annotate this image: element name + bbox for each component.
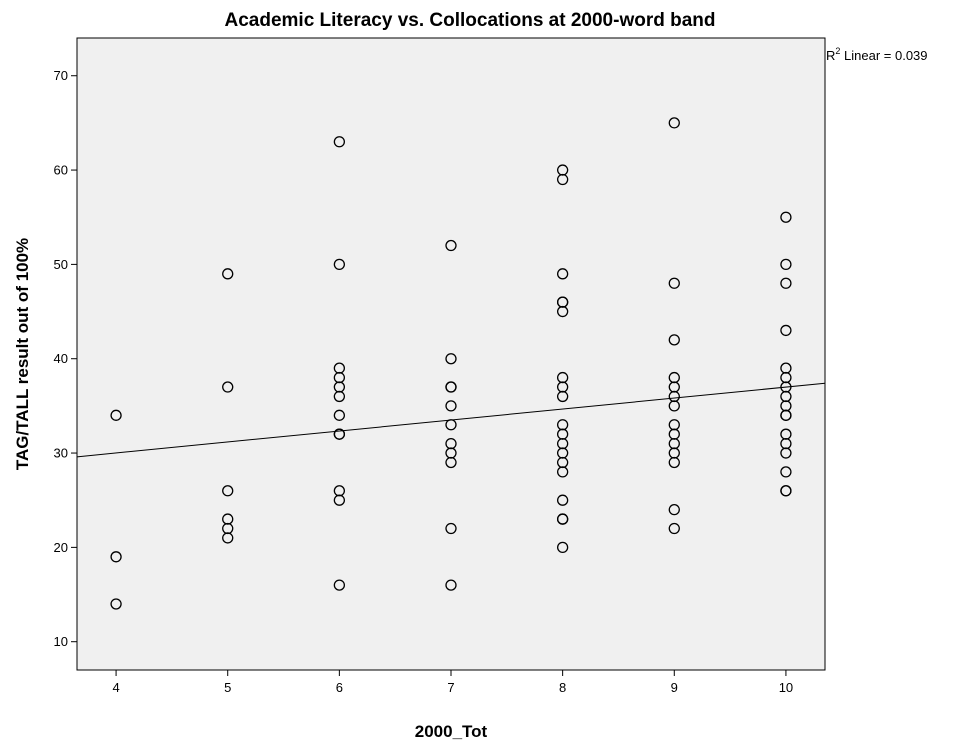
- data-point: [333, 494, 346, 506]
- r-squared-superscript: 2: [835, 46, 840, 56]
- data-point: [333, 258, 346, 271]
- data-point: [333, 428, 346, 440]
- y-tick-label: 20: [54, 540, 68, 555]
- r-squared-r: R: [826, 48, 835, 63]
- x-tick-label: 8: [559, 680, 566, 695]
- data-point: [222, 381, 234, 393]
- data-point: [668, 503, 680, 516]
- data-point: [556, 494, 569, 506]
- data-point: [780, 277, 792, 289]
- r-squared-value: Linear = 0.039: [840, 48, 927, 63]
- data-point: [668, 400, 680, 412]
- data-point: [556, 173, 569, 186]
- data-point: [780, 258, 792, 271]
- y-axis: 10 20 30 40 50 60 70: [54, 68, 77, 649]
- data-point: [668, 522, 680, 535]
- data-point: [556, 513, 569, 525]
- data-point: [445, 381, 457, 393]
- y-tick-label: 40: [54, 351, 68, 366]
- data-point: [222, 485, 234, 497]
- data-point: [556, 466, 569, 478]
- data-point: [780, 447, 792, 459]
- data-point: [222, 268, 234, 280]
- data-point: [445, 419, 457, 431]
- data-point: [110, 598, 122, 610]
- x-tick-label: 9: [671, 680, 678, 695]
- data-point: [222, 532, 234, 544]
- data-point: [556, 268, 569, 280]
- x-tick-label: 4: [112, 680, 119, 695]
- y-axis-label: TAG/TALL result out of 100%: [13, 238, 32, 470]
- x-tick-label: 10: [779, 680, 793, 695]
- x-axis: 4 5 6 7 8 9 10: [112, 670, 793, 695]
- y-tick-label: 50: [54, 257, 68, 272]
- data-point: [445, 353, 457, 365]
- data-point: [780, 211, 792, 223]
- y-tick-label: 70: [54, 68, 68, 83]
- data-point: [445, 239, 457, 252]
- data-point: [110, 409, 122, 421]
- data-point: [780, 485, 792, 497]
- data-points: [110, 117, 792, 610]
- y-tick-label: 10: [54, 634, 68, 649]
- data-point: [780, 324, 792, 337]
- data-point: [668, 117, 680, 129]
- chart-title: Academic Literacy vs. Collocations at 20…: [225, 10, 716, 31]
- x-axis-label: 2000_Tot: [415, 722, 488, 741]
- data-point: [780, 466, 792, 478]
- data-point: [556, 541, 569, 554]
- data-point: [556, 305, 569, 318]
- data-point: [445, 522, 457, 535]
- y-tick-label: 60: [54, 163, 68, 178]
- data-point: [333, 579, 346, 591]
- data-point: [445, 579, 457, 591]
- data-point: [668, 277, 680, 289]
- r-squared-annotation: R2 Linear = 0.039: [826, 46, 928, 63]
- data-point: [333, 390, 346, 403]
- data-point: [110, 551, 122, 563]
- x-tick-label: 6: [336, 680, 343, 695]
- data-point: [445, 456, 457, 469]
- data-point: [333, 409, 346, 421]
- data-point: [668, 334, 680, 346]
- data-point: [556, 390, 569, 403]
- x-tick-label: 5: [224, 680, 231, 695]
- data-point: [780, 409, 792, 421]
- data-point: [668, 456, 680, 469]
- x-tick-label: 7: [447, 680, 454, 695]
- y-tick-label: 30: [54, 446, 68, 461]
- data-point: [445, 400, 457, 412]
- data-point: [333, 136, 346, 148]
